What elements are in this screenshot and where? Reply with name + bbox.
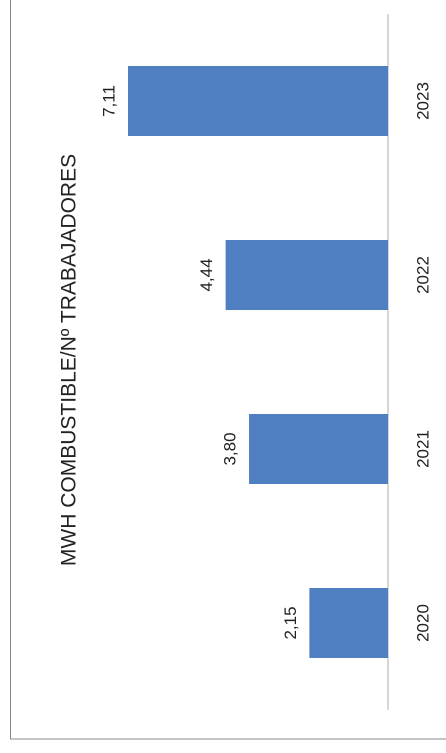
value-label: 2,15 [281, 606, 300, 639]
category-label: 2022 [413, 256, 432, 294]
value-label: 7,11 [99, 85, 118, 117]
value-label: 3,80 [221, 432, 240, 465]
category-label: 2020 [413, 604, 432, 642]
value-label: 4,44 [197, 258, 216, 291]
category-label: 2023 [413, 82, 432, 120]
bar [249, 414, 388, 484]
chart-frame [10, 0, 446, 740]
chart-title: MWH COMBUSTIBLE/Nº TRABAJADORES [58, 154, 81, 566]
bar [128, 66, 388, 136]
category-label: 2021 [413, 430, 432, 468]
bar [309, 588, 388, 658]
bar [225, 240, 388, 310]
